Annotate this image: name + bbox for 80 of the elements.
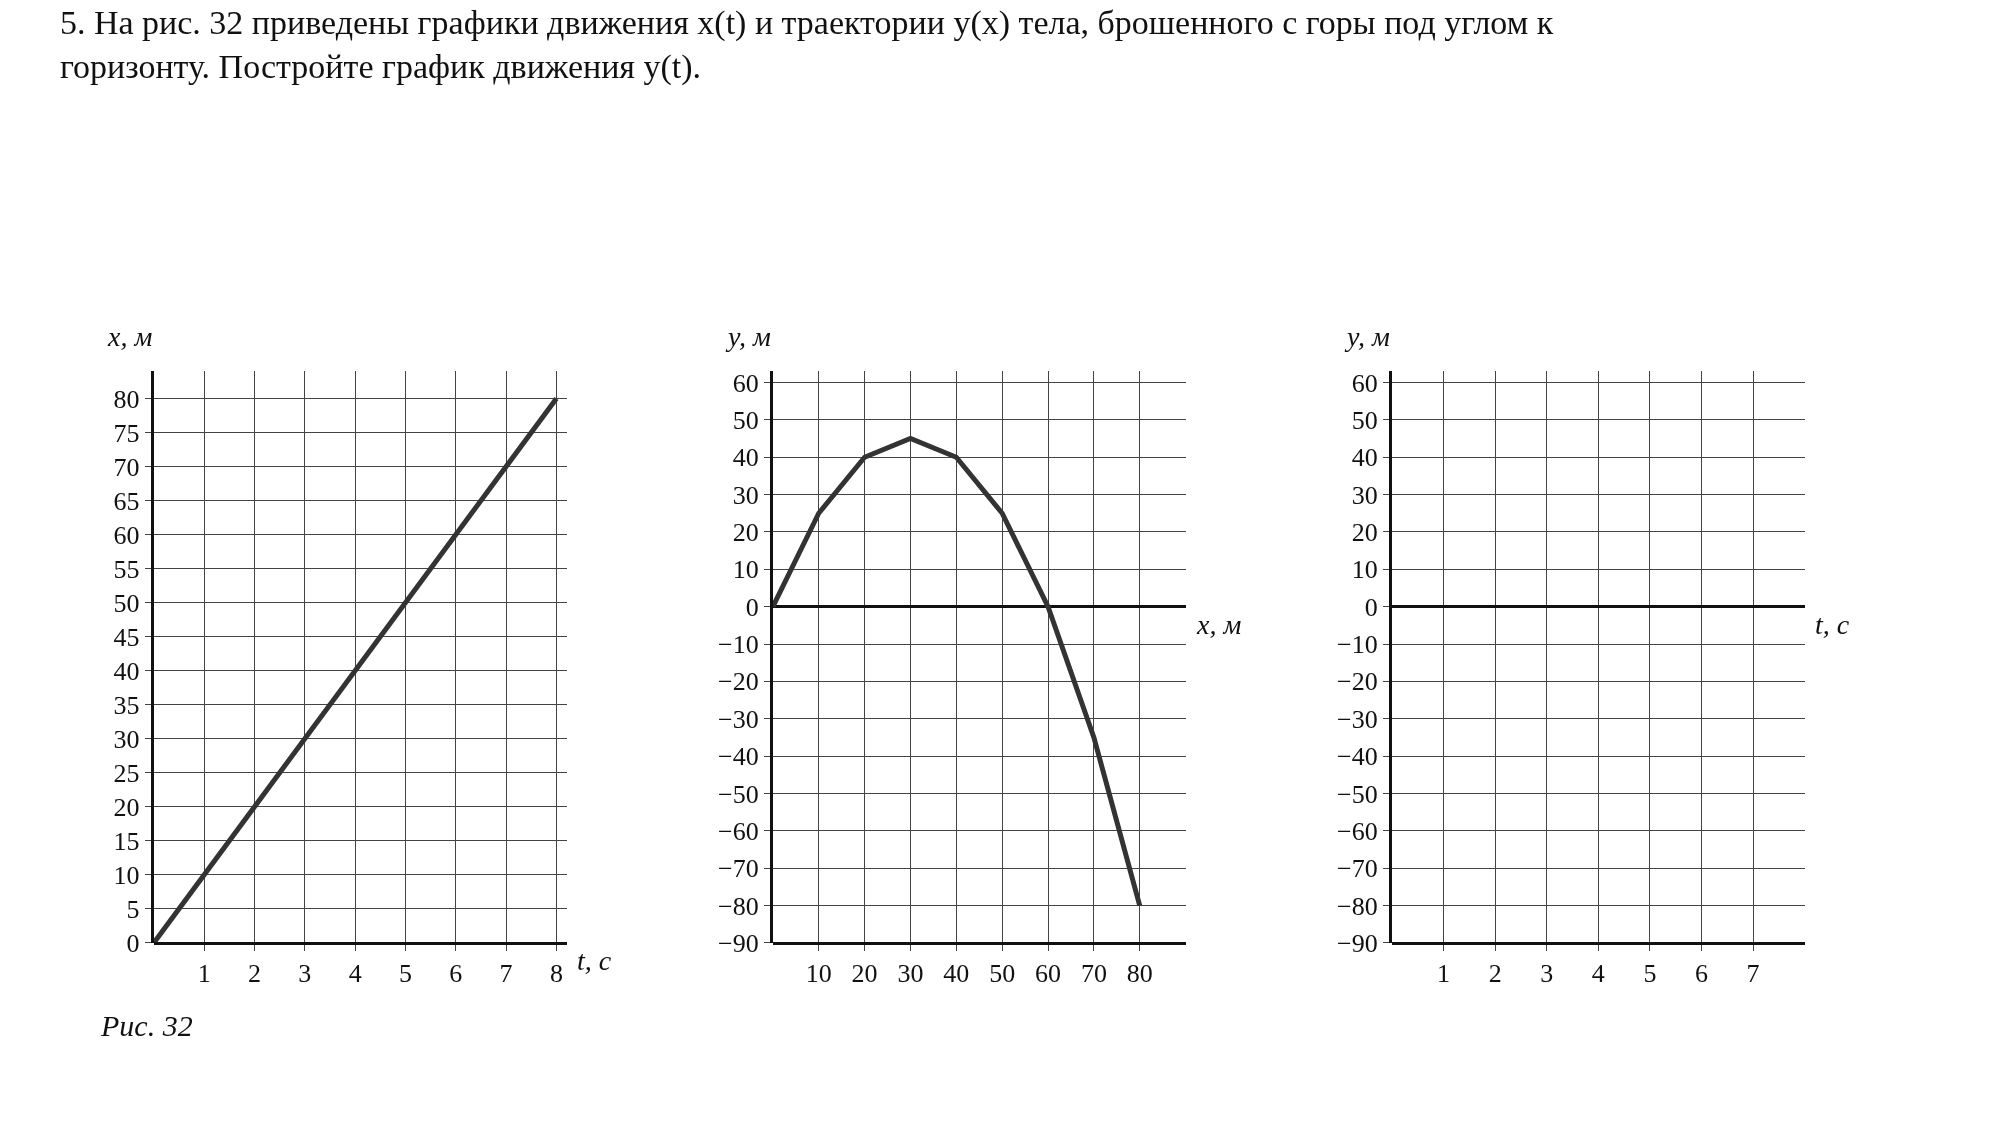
x-axis-title: t, с (577, 945, 612, 976)
y-tick-label: 45 (113, 622, 140, 652)
y-tick-label: −10 (718, 630, 759, 660)
x-tick-label: 20 (851, 959, 878, 989)
y-tick-label: −40 (718, 742, 759, 772)
x-tick-label: 8 (549, 959, 563, 989)
y-tick-label: −60 (718, 816, 759, 846)
y-tick-label: 30 (732, 480, 759, 510)
y-tick-label: −10 (1337, 630, 1378, 660)
y-tick-label: 5 (126, 894, 140, 924)
y-tick-label: 40 (1351, 443, 1378, 473)
y-tick-label: −90 (718, 929, 759, 959)
y-tick-label: −20 (718, 667, 759, 697)
x-tick-label: 6 (449, 959, 463, 989)
y-tick-label: 10 (1351, 555, 1378, 585)
x-tick-label: 2 (247, 959, 261, 989)
y-tick-label: 0 (1364, 592, 1378, 622)
y-tick-label: 10 (113, 860, 140, 890)
y-tick-label: −20 (1337, 667, 1378, 697)
y-tick-label: 10 (732, 555, 759, 585)
y-tick-label: −80 (718, 891, 759, 921)
x-tick-label: 7 (499, 959, 513, 989)
x-tick-label: 4 (348, 959, 362, 989)
x-tick-label: 80 (1126, 959, 1153, 989)
x-tick-label: 3 (298, 959, 312, 989)
y-tick-label: −90 (1337, 929, 1378, 959)
y-tick-label: −30 (718, 704, 759, 734)
y-tick-label: 30 (113, 724, 140, 754)
y-axis-title: y, м (1344, 321, 1390, 352)
x-tick-label: 1 (1437, 959, 1451, 989)
x-tick-label: 4 (1591, 959, 1605, 989)
y-tick-label: 0 (745, 592, 759, 622)
y-tick-label: 65 (113, 486, 140, 516)
x-axis-title: x, м (1196, 609, 1242, 640)
y-tick-label: −60 (1337, 816, 1378, 846)
y-tick-label: −50 (718, 779, 759, 809)
x-tick-label: 70 (1080, 959, 1107, 989)
x-tick-label: 30 (897, 959, 924, 989)
y-tick-label: 60 (113, 520, 140, 550)
x-tick-label: 3 (1540, 959, 1554, 989)
y-tick-label: 50 (732, 405, 759, 435)
x-axis-title: t, с (1815, 609, 1850, 640)
y-tick-label: 40 (113, 656, 140, 686)
y-tick-label: −40 (1337, 742, 1378, 772)
y-tick-label: 40 (732, 443, 759, 473)
y-tick-label: 75 (113, 418, 140, 448)
y-tick-label: 80 (113, 384, 140, 414)
y-tick-label: −50 (1337, 779, 1378, 809)
text: Рис. 32 (100, 1009, 193, 1042)
x-tick-label: 1 (197, 959, 211, 989)
y-tick-label: −80 (1337, 891, 1378, 921)
x-tick-label: 50 (989, 959, 1016, 989)
y-tick-label: 50 (113, 588, 140, 618)
y-tick-label: 30 (1351, 480, 1378, 510)
y-tick-label: 60 (732, 368, 759, 398)
y-tick-label: 0 (126, 929, 140, 959)
x-tick-label: 6 (1695, 959, 1708, 989)
y-tick-label: −70 (1337, 854, 1378, 884)
y-tick-label: 20 (113, 792, 140, 822)
y-tick-label: 35 (113, 690, 140, 720)
x-tick-label: 5 (398, 959, 412, 989)
y-tick-label: 25 (113, 758, 140, 788)
x-tick-label: 7 (1746, 959, 1760, 989)
y-tick-label: −30 (1337, 704, 1378, 734)
y-axis-title: x, м (107, 321, 153, 352)
y-tick-label: 60 (1351, 368, 1378, 398)
y-tick-label: 50 (1351, 405, 1378, 435)
y-tick-label: 20 (732, 518, 759, 548)
y-tick-label: −70 (718, 854, 759, 884)
x-tick-label: 5 (1643, 959, 1657, 989)
y-tick-label: 70 (113, 452, 140, 482)
y-axis-title: y, м (725, 321, 771, 352)
x-tick-label: 60 (1035, 959, 1062, 989)
x-tick-label: 2 (1488, 959, 1502, 989)
x-tick-label: 40 (943, 959, 970, 989)
y-tick-label: 15 (113, 826, 140, 856)
y-tick-label: 20 (1351, 518, 1378, 548)
x-tick-label: 10 (805, 959, 832, 989)
text: 5. На рис. 32 приведены графики движения x(t) и траектории y(x) тела, брошенного с горы под углом к горизонту. Постройте график движения y(t). (59, 3, 1554, 87)
y-tick-label: 55 (113, 554, 140, 584)
